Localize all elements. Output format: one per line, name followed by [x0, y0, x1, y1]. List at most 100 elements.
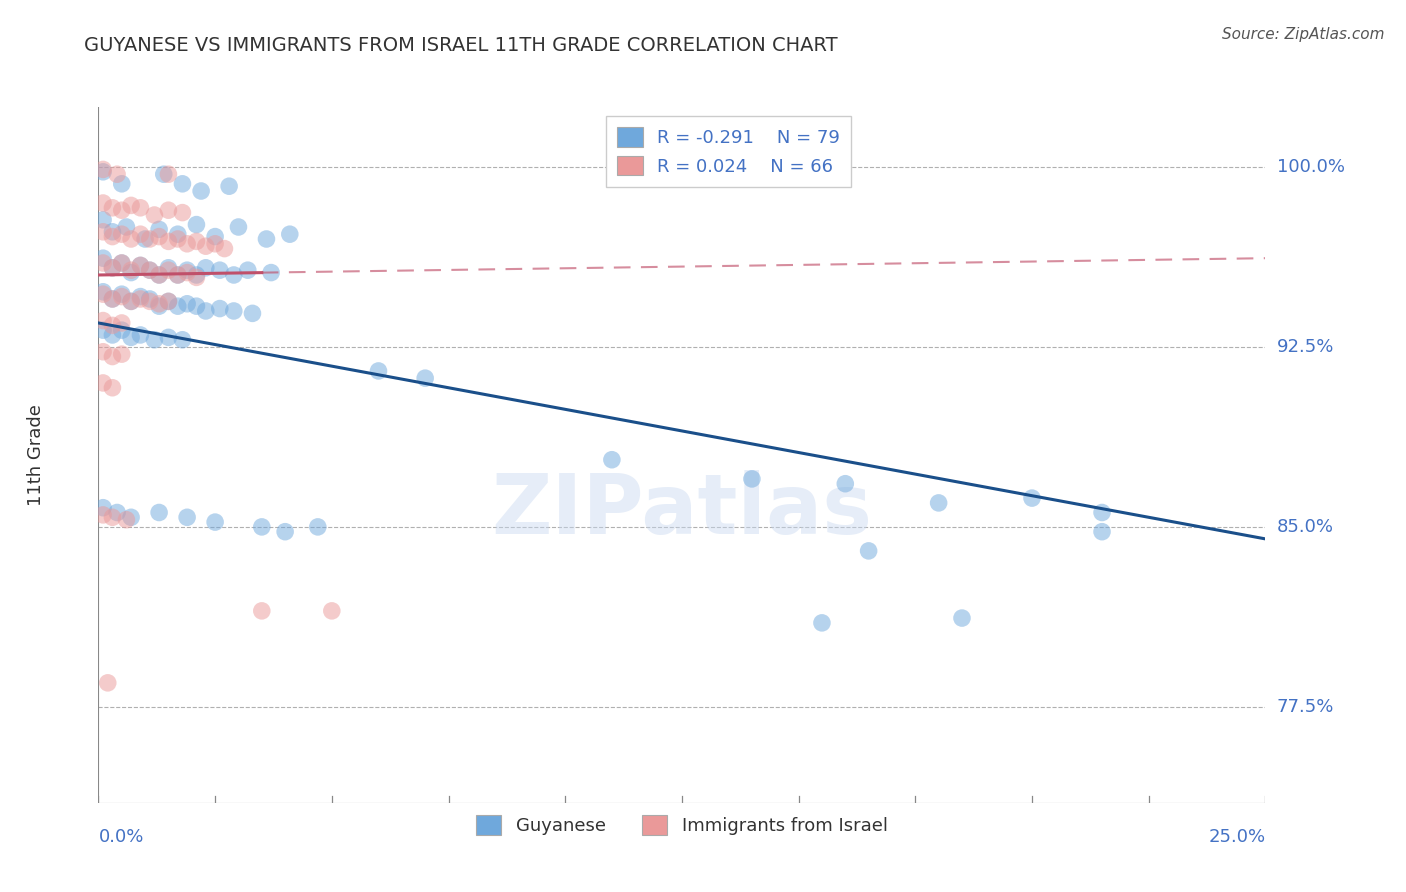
Point [176, 297, 198, 311]
Point [172, 177, 194, 191]
Text: 92.5%: 92.5% [1277, 338, 1334, 356]
Point [250, 520, 273, 534]
Point [91, 287, 114, 301]
Point [120, 232, 142, 246]
Text: 0.0%: 0.0% [98, 828, 143, 846]
Point [413, 371, 436, 385]
Point [186, 299, 208, 313]
Point [186, 268, 208, 282]
Point [176, 266, 198, 280]
Point [157, 260, 180, 275]
Point [242, 306, 264, 320]
Point [105, 167, 128, 181]
Point [101, 292, 124, 306]
Point [157, 235, 180, 249]
Point [260, 266, 283, 280]
Point [101, 260, 124, 275]
Point [172, 333, 194, 347]
Point [91, 162, 114, 177]
Point [139, 292, 162, 306]
Point [115, 219, 138, 234]
Point [91, 313, 114, 327]
Point [143, 333, 166, 347]
Point [321, 604, 343, 618]
Point [139, 263, 162, 277]
Point [222, 304, 245, 318]
Point [274, 524, 297, 539]
Point [148, 299, 170, 313]
Point [157, 203, 180, 218]
Point [111, 289, 134, 303]
Point [91, 225, 114, 239]
Point [236, 263, 259, 277]
Point [120, 294, 142, 309]
Point [194, 239, 217, 253]
Point [97, 676, 120, 690]
Point [129, 259, 152, 273]
Point [129, 289, 152, 303]
Point [134, 232, 156, 246]
Point [111, 256, 134, 270]
Point [101, 229, 124, 244]
Point [91, 196, 114, 211]
Point [157, 167, 180, 181]
Point [101, 201, 124, 215]
Point [111, 203, 134, 218]
Point [111, 347, 134, 361]
Point [204, 229, 226, 244]
Text: Source: ZipAtlas.com: Source: ZipAtlas.com [1222, 27, 1385, 42]
Point [600, 452, 623, 467]
Point [91, 165, 114, 179]
Point [91, 256, 114, 270]
Point [194, 304, 217, 318]
Point [157, 294, 180, 309]
Text: ZIPatlas: ZIPatlas [492, 470, 872, 551]
Point [111, 287, 134, 301]
Point [139, 263, 162, 277]
Point [91, 508, 114, 522]
Point [120, 266, 142, 280]
Point [186, 235, 208, 249]
Point [152, 167, 174, 181]
Point [101, 225, 124, 239]
Point [91, 344, 114, 359]
Point [111, 256, 134, 270]
Point [111, 323, 134, 337]
Point [148, 268, 170, 282]
Point [101, 510, 124, 524]
Point [105, 506, 128, 520]
Point [101, 260, 124, 275]
Point [256, 232, 278, 246]
Text: 25.0%: 25.0% [1208, 828, 1265, 846]
Point [157, 294, 180, 309]
Point [111, 227, 134, 242]
Point [129, 292, 152, 306]
Point [120, 294, 142, 309]
Point [950, 611, 973, 625]
Text: 85.0%: 85.0% [1277, 518, 1333, 536]
Point [1091, 524, 1114, 539]
Text: GUYANESE VS IMMIGRANTS FROM ISRAEL 11TH GRADE CORRELATION CHART: GUYANESE VS IMMIGRANTS FROM ISRAEL 11TH … [84, 36, 838, 54]
Text: 11th Grade: 11th Grade [27, 404, 45, 506]
Text: 77.5%: 77.5% [1277, 698, 1334, 716]
Point [111, 316, 134, 330]
Point [228, 219, 250, 234]
Point [367, 364, 389, 378]
Point [120, 510, 142, 524]
Point [101, 350, 124, 364]
Point [129, 201, 152, 215]
Point [129, 328, 152, 343]
Point [139, 232, 162, 246]
Point [111, 177, 134, 191]
Point [115, 513, 138, 527]
Point [222, 268, 245, 282]
Point [148, 229, 170, 244]
Point [143, 208, 166, 222]
Point [101, 318, 124, 333]
Point [139, 294, 162, 309]
Point [204, 515, 226, 529]
Point [91, 323, 114, 337]
Point [166, 299, 188, 313]
Point [91, 376, 114, 390]
Point [91, 500, 114, 515]
